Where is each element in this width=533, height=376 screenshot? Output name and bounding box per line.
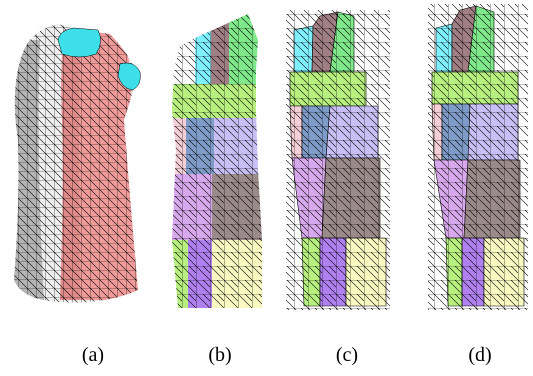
caption-a: (a): [81, 344, 105, 366]
mannequin-a: [14, 24, 141, 303]
caption-d: (d): [468, 344, 492, 366]
flatten-d: [428, 4, 528, 310]
mesh-overlay: [14, 24, 138, 303]
caption-b: (b): [208, 344, 232, 366]
partition-b: [172, 14, 262, 308]
flatten-c: [286, 10, 390, 310]
shoulder-cap: [117, 62, 141, 91]
neck-cap: [57, 27, 101, 58]
caption-c: (c): [335, 344, 359, 366]
